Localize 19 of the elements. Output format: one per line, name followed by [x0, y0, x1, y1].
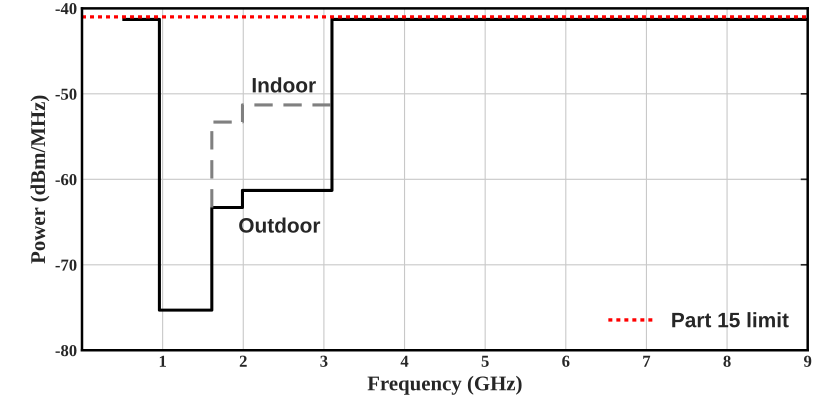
y-tick-label: -80 [56, 344, 77, 356]
y-tick-label: -70 [56, 259, 77, 271]
x-tick-label: 6 [562, 356, 570, 367]
y-tick-label: -50 [56, 88, 77, 100]
x-tick-label: 3 [320, 356, 328, 367]
x-tick-label: 1 [160, 356, 166, 367]
x-tick-label: 9 [804, 356, 812, 367]
y-axis-title: Power (dBm/MHz) [30, 96, 50, 264]
x-tick-label: 5 [482, 356, 489, 367]
annotation: Indoor [252, 77, 316, 93]
x-tick-label: 8 [723, 356, 731, 367]
legend-label: Part 15 limit [672, 312, 789, 328]
y-tick-label: -40 [56, 3, 77, 14]
annotation: Outdoor [239, 217, 320, 233]
y-tick-label: -60 [56, 174, 77, 186]
x-tick-label: 7 [643, 356, 650, 367]
x-tick-label: 2 [240, 356, 247, 367]
x-tick-label: 4 [400, 356, 408, 367]
x-axis-title: Frequency (GHz) [368, 376, 522, 395]
